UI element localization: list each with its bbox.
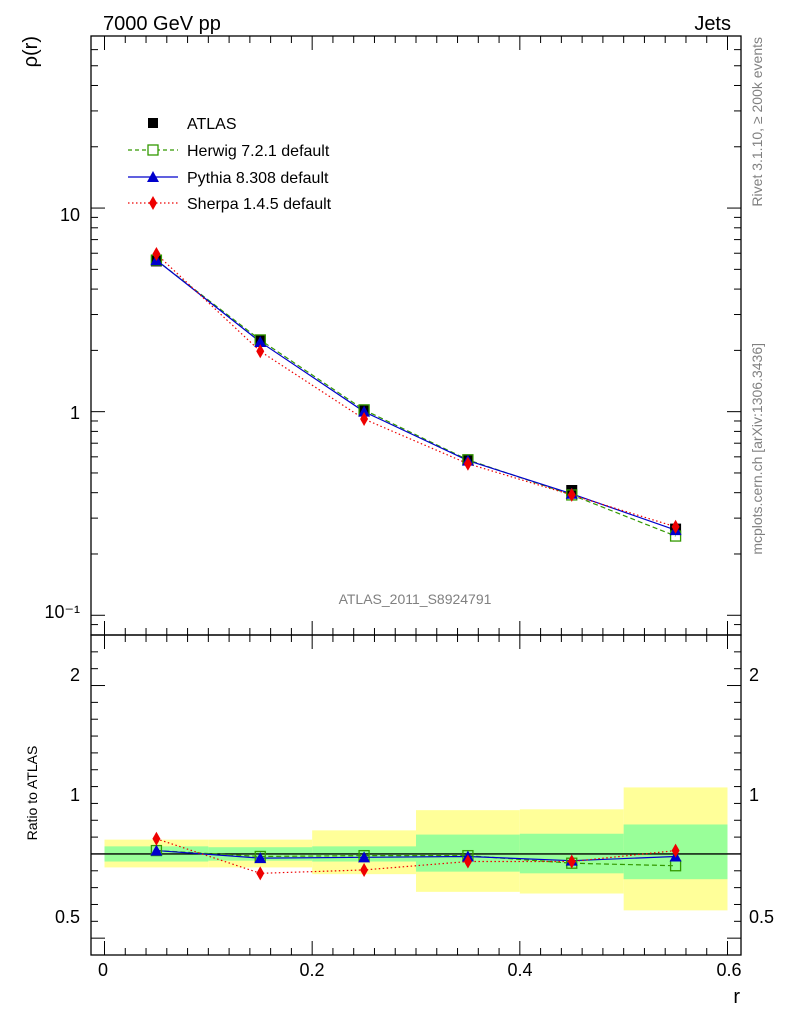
- ratio-ytick-label-right-1: 1: [749, 785, 759, 805]
- side-label-mcplots: mcplots.cern.ch [arXiv:1306.3436]: [749, 343, 765, 555]
- ratio-point-sherpa: [567, 854, 576, 869]
- legend-label-sherpa: Sherpa 1.4.5 default: [187, 196, 332, 213]
- axis-ticks: [91, 35, 741, 956]
- xtick-label-0.4: 0.4: [507, 960, 532, 980]
- main-line-sherpa: [156, 253, 676, 528]
- ratio-panel-frame: [90, 634, 742, 956]
- legend-marker-herwig: [147, 144, 159, 156]
- xtick-label-0.6: 0.6: [716, 960, 741, 980]
- legend-entry-herwig: Herwig 7.2.1 default: [128, 143, 330, 160]
- ratio-ytick-label-right-0.5: 0.5: [749, 907, 774, 927]
- ratio-ytick-label-right-2: 2: [749, 665, 759, 685]
- ratio-point-sherpa: [463, 854, 472, 869]
- main-series-layer: [150, 246, 682, 542]
- ratio-y-axis-label: Ratio to ATLAS: [24, 746, 40, 841]
- ratio-point-pythia: [358, 851, 371, 863]
- ratio-ytick-label-2: 2: [70, 665, 80, 685]
- main-line-pythia: [156, 259, 676, 531]
- main-ytick-label-1: 1: [70, 403, 80, 423]
- ratio-point-sherpa: [152, 831, 161, 846]
- watermark: ATLAS_2011_S8924791: [339, 591, 492, 607]
- data-point-sherpa: [360, 412, 369, 427]
- chart-title-left: 7000 GeV pp: [103, 13, 221, 35]
- ratio-point-pythia: [150, 844, 163, 856]
- legend-label-atlas: ATLAS: [187, 116, 237, 133]
- legend-entry-atlas: ATLAS: [148, 116, 237, 133]
- data-point-sherpa: [567, 487, 576, 502]
- x-axis-label: r: [733, 986, 740, 1008]
- ratio-line-sherpa: [156, 838, 676, 874]
- xtick-label-0.2: 0.2: [299, 960, 324, 980]
- main-y-axis-label: ρ(r): [20, 36, 42, 67]
- data-point-sherpa: [671, 519, 680, 534]
- data-point-sherpa: [152, 246, 161, 261]
- ratio-point-sherpa: [671, 843, 680, 858]
- data-point-sherpa: [463, 456, 472, 471]
- legend-entry-sherpa: Sherpa 1.4.5 default: [128, 196, 332, 213]
- ratio-series-layer: [150, 831, 682, 881]
- xtick-label-0: 0: [98, 960, 108, 980]
- legend-marker-sherpa: [149, 196, 157, 210]
- ratio-point-pythia: [254, 852, 267, 864]
- main-ytick-label-0.1: 10⁻¹: [44, 602, 80, 622]
- ratio-uncertainty-bands: [91, 787, 741, 911]
- chart-title-right: Jets: [694, 13, 731, 35]
- legend-label-herwig: Herwig 7.2.1 default: [187, 143, 330, 160]
- ratio-ytick-label-1: 1: [70, 785, 80, 805]
- ratio-point-sherpa: [256, 866, 265, 881]
- legend-entry-pythia: Pythia 8.308 default: [128, 170, 329, 187]
- side-label-rivet: Rivet 3.1.10, ≥ 200k events: [749, 37, 765, 207]
- main-line-herwig: [156, 259, 676, 537]
- data-point-pythia: [358, 405, 371, 417]
- legend-marker-pythia: [147, 171, 159, 182]
- ratio-point-sherpa: [360, 862, 369, 877]
- ratio-line-pythia: [156, 849, 676, 862]
- legend-marker-atlas: [148, 118, 158, 128]
- legend-label-pythia: Pythia 8.308 default: [187, 170, 329, 187]
- ratio-ytick-label-0.5: 0.5: [55, 907, 80, 927]
- ratio-line-herwig: [156, 849, 676, 867]
- legend: ATLAS Herwig 7.2.1 default Pythia 8.308 …: [128, 116, 332, 213]
- main-ytick-label-10: 10: [60, 205, 80, 225]
- data-point-pythia: [254, 335, 267, 347]
- data-point-sherpa: [256, 344, 265, 359]
